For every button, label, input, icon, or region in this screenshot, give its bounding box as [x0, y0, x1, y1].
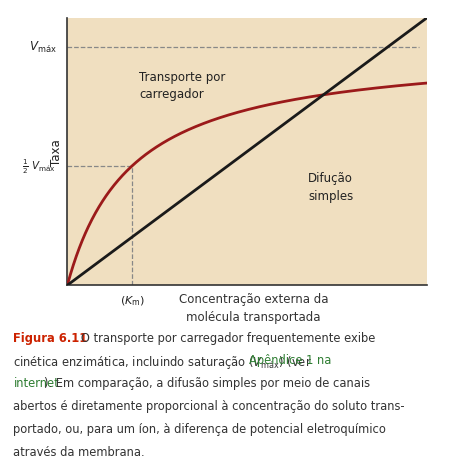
Text: O transporte por carregador frequentemente exibe: O transporte por carregador frequentemen…: [70, 331, 375, 344]
Text: ). Em comparação, a difusão simples por meio de canais: ). Em comparação, a difusão simples por …: [44, 377, 370, 389]
Text: $\mathit{V}_{\mathrm{máx}}$: $\mathit{V}_{\mathrm{máx}}$: [29, 40, 56, 55]
Text: Figura 6.11: Figura 6.11: [13, 331, 88, 344]
Text: portado, ou, para um íon, à diferença de potencial eletroquímico: portado, ou, para um íon, à diferença de…: [13, 422, 386, 435]
Text: Apêndice 1 na: Apêndice 1 na: [249, 354, 331, 367]
Text: Concentração externa da
molécula transportada: Concentração externa da molécula transpo…: [179, 293, 328, 323]
Text: cinética enzimática, incluindo saturação ($\mathit{V}_{\mathrm{máx}}$) (ver: cinética enzimática, incluindo saturação…: [13, 354, 312, 371]
Text: internet: internet: [13, 377, 59, 389]
Text: Difução
simples: Difução simples: [308, 172, 353, 202]
Text: abertos é diretamente proporcional à concentração do soluto trans-: abertos é diretamente proporcional à con…: [13, 399, 405, 412]
Text: Transporte por
carregador: Transporte por carregador: [139, 70, 225, 101]
Text: $(K_{\mathrm{m}})$: $(K_{\mathrm{m}})$: [119, 294, 145, 307]
Y-axis label: Taxa: Taxa: [50, 139, 63, 166]
Text: através da membrana.: através da membrana.: [13, 445, 145, 458]
Text: $\mathregular{\frac{1}{2}}$ $\mathit{V}_{\mathrm{máx}}$: $\mathregular{\frac{1}{2}}$ $\mathit{V}_…: [22, 158, 56, 176]
